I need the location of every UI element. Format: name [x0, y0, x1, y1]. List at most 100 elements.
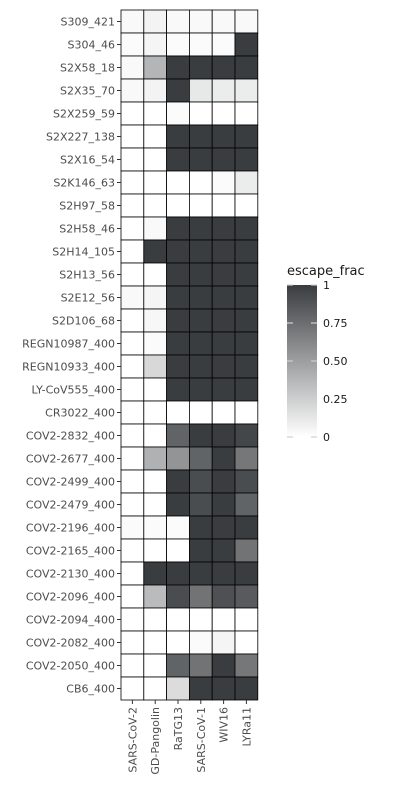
row-label: S2E12_56	[61, 292, 115, 305]
heatmap-cell	[188, 147, 213, 172]
heatmap-cell	[234, 423, 259, 448]
heatmap-cell	[234, 308, 259, 333]
heatmap-cell	[211, 630, 236, 655]
heatmap-cell	[211, 193, 236, 218]
heatmap-cell	[143, 308, 168, 333]
heatmap-cell	[188, 331, 213, 356]
row-label: S2H14_105	[52, 246, 115, 259]
heatmap-cell	[234, 78, 259, 103]
heatmap-cell	[120, 32, 145, 57]
heatmap-cell	[166, 469, 190, 494]
row-label: S304_46	[68, 39, 115, 52]
heatmap-cell	[166, 78, 190, 103]
heatmap-cell	[211, 285, 236, 310]
heatmap-cell	[188, 607, 213, 632]
heatmap-cell	[234, 469, 259, 494]
heatmap-cell	[188, 32, 213, 57]
heatmap-cell	[211, 515, 236, 540]
row-label: CR3022_400	[45, 407, 115, 420]
heatmap-cell	[120, 101, 145, 126]
row-label: COV2-2050_400	[26, 660, 115, 673]
heatmap-cell	[188, 55, 213, 80]
heatmap-cell	[166, 216, 190, 241]
heatmap-cell	[143, 423, 168, 448]
heatmap-cell	[143, 124, 168, 149]
row-label: COV2-2094_400	[26, 614, 115, 627]
heatmap-cell	[234, 630, 259, 655]
heatmap-cell	[211, 78, 236, 103]
row-label: COV2-2130_400	[26, 568, 115, 581]
heatmap-cell	[211, 308, 236, 333]
heatmap-cell	[188, 377, 213, 402]
heatmap-cell	[211, 469, 236, 494]
heatmap-cell	[188, 653, 213, 678]
heatmap-cell	[120, 607, 145, 632]
heatmap-cell	[188, 446, 213, 471]
heatmap-cell	[211, 170, 236, 195]
heatmap-cell	[120, 9, 145, 34]
heatmap-cell	[166, 492, 190, 517]
heatmap-cell	[188, 630, 213, 655]
row-label: COV2-2677_400	[26, 453, 115, 466]
heatmap-cell	[143, 515, 168, 540]
heatmap-cell	[143, 147, 168, 172]
heatmap-cell	[143, 285, 168, 310]
heatmap-cell	[143, 331, 168, 356]
heatmap-cell	[211, 492, 236, 517]
heatmap-cell	[234, 446, 259, 471]
row-label: COV2-2832_400	[26, 430, 115, 443]
row-label: S2X58_18	[60, 62, 115, 75]
heatmap-cell	[120, 377, 145, 402]
heatmap-cell	[166, 561, 190, 586]
row-label: S309_421	[61, 16, 115, 29]
heatmap-cell	[234, 193, 259, 218]
heatmap-cell	[211, 124, 236, 149]
heatmap-cell	[143, 676, 168, 701]
heatmap-cell	[143, 193, 168, 218]
heatmap-cell	[166, 538, 190, 563]
heatmap-cell	[188, 492, 213, 517]
row-label: COV2-2082_400	[26, 637, 115, 650]
heatmap-cell	[166, 239, 190, 264]
column-label: SARS-CoV-2	[126, 707, 139, 773]
heatmap-cell	[143, 55, 168, 80]
heatmap-cell	[143, 239, 168, 264]
heatmap-cell	[211, 331, 236, 356]
heatmap-cell	[166, 308, 190, 333]
row-label: S2H13_56	[59, 269, 115, 282]
heatmap-cell	[143, 469, 168, 494]
heatmap-cell	[166, 653, 190, 678]
heatmap-cell	[211, 9, 236, 34]
heatmap-cell	[166, 170, 190, 195]
heatmap-cell	[143, 354, 168, 379]
heatmap-cell	[120, 469, 145, 494]
heatmap-cell	[211, 147, 236, 172]
heatmap-cell	[143, 584, 168, 609]
heatmap-cell	[211, 377, 236, 402]
legend-tick-label: 0.25	[323, 393, 348, 406]
row-label: S2H97_58	[59, 200, 115, 213]
row-label: COV2-2499_400	[26, 476, 115, 489]
heatmap-cell	[188, 262, 213, 287]
legend-tick-label: 0	[323, 431, 330, 444]
heatmap-cell	[166, 55, 190, 80]
heatmap-cell	[211, 400, 236, 425]
heatmap-cell	[166, 331, 190, 356]
heatmap-cell	[234, 32, 259, 57]
heatmap-cell	[211, 354, 236, 379]
heatmap-cell	[234, 101, 259, 126]
heatmap-cell	[234, 561, 259, 586]
heatmap-cell	[166, 147, 190, 172]
heatmap-cell	[166, 446, 190, 471]
heatmap-cell	[234, 170, 259, 195]
heatmap-cell	[211, 239, 236, 264]
heatmap-cell	[120, 653, 145, 678]
heatmap-cell	[120, 538, 145, 563]
row-label: S2X35_70	[60, 85, 115, 98]
heatmap-cell	[166, 630, 190, 655]
heatmap-cell	[120, 262, 145, 287]
heatmap-cell	[188, 538, 213, 563]
heatmap-cell	[143, 653, 168, 678]
legend: escape_frac 1 0.75 0.50 0.25 0	[287, 264, 365, 444]
